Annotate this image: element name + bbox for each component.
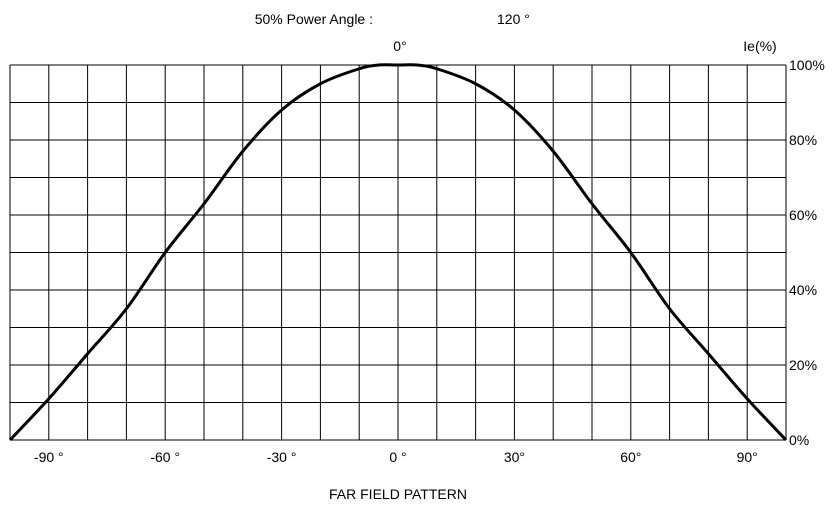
x-tick-label: 90° (737, 449, 758, 465)
center-angle-label: 0° (393, 38, 406, 54)
y-tick-label: 40% (789, 282, 817, 298)
chart-caption: FAR FIELD PATTERN (329, 486, 467, 502)
x-tick-label: 60° (620, 449, 641, 465)
chart-series (8, 63, 788, 442)
y-tick-labels: 0% 20% 40% 60% 80% 100% (789, 57, 825, 448)
y-tick-label: 80% (789, 132, 817, 148)
x-tick-labels: -90 ° -60 ° -30 ° 0 ° 30° 60° 90° (34, 449, 758, 465)
y-tick-label: 100% (789, 57, 825, 73)
x-tick-label: 0 ° (389, 449, 406, 465)
x-tick-label: 30° (504, 449, 525, 465)
chart-grid (9, 64, 787, 441)
x-tick-label: -90 ° (34, 449, 64, 465)
y-tick-label: 60% (789, 207, 817, 223)
y-axis-unit-label: Ie(%) (743, 38, 776, 54)
y-tick-label: 0% (789, 432, 809, 448)
x-tick-label: -60 ° (150, 449, 180, 465)
x-tick-label: -30 ° (267, 449, 297, 465)
series-line (8, 63, 788, 442)
power-angle-value: 120 ° (497, 11, 530, 27)
y-tick-label: 20% (789, 357, 817, 373)
power-angle-label: 50% Power Angle : (255, 11, 373, 27)
